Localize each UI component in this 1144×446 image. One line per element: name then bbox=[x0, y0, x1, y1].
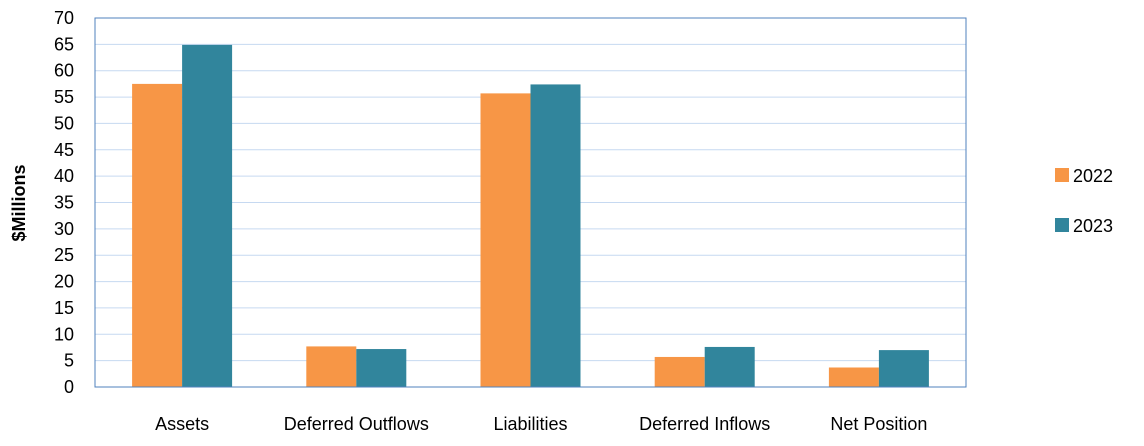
legend-swatch-2022 bbox=[1055, 168, 1069, 182]
y-tick-label: 40 bbox=[54, 166, 74, 186]
bar-2022-deferred-inflows bbox=[654, 356, 705, 387]
y-axis-ticks: 0 5 10 15 20 25 30 35 40 45 50 55 60 65 70 bbox=[54, 8, 74, 397]
y-tick-label: 30 bbox=[54, 219, 74, 239]
y-tick-label: 5 bbox=[64, 351, 74, 371]
plot-area-border bbox=[94, 17, 967, 388]
y-tick-label: 50 bbox=[54, 113, 74, 133]
x-category-label: Deferred Inflows bbox=[639, 414, 770, 434]
x-category-label: Net Position bbox=[830, 414, 927, 434]
y-tick-label: 10 bbox=[54, 324, 74, 344]
y-tick-label: 0 bbox=[64, 377, 74, 397]
y-tick-label: 70 bbox=[54, 8, 74, 28]
x-category-label: Assets bbox=[155, 414, 209, 434]
bar-2023-net-position bbox=[878, 350, 929, 387]
bar-2023-liabilities bbox=[530, 84, 581, 388]
legend-label-2023: 2023 bbox=[1073, 216, 1113, 236]
x-axis-labels: Assets Deferred Outflows Liabilities Deferr… bbox=[155, 414, 927, 434]
x-category-label: Liabilities bbox=[493, 414, 567, 434]
y-tick-label: 45 bbox=[54, 140, 74, 160]
bar-2023-deferred-inflows bbox=[704, 346, 755, 387]
bars bbox=[132, 44, 929, 388]
bar-2023-deferred-outflows bbox=[356, 349, 407, 387]
bar-2022-liabilities bbox=[480, 93, 531, 387]
legend: 2022 2023 bbox=[1055, 166, 1113, 236]
legend-label-2022: 2022 bbox=[1073, 166, 1113, 186]
y-tick-label: 65 bbox=[54, 34, 74, 54]
y-tick-label: 15 bbox=[54, 298, 74, 318]
y-tick-label: 60 bbox=[54, 61, 74, 81]
x-category-label: Deferred Outflows bbox=[284, 414, 429, 434]
y-tick-label: 20 bbox=[54, 272, 74, 292]
y-axis-title: $Millions bbox=[9, 164, 29, 241]
bar-2023-assets bbox=[182, 44, 233, 388]
bar-2022-net-position bbox=[828, 367, 879, 387]
bar-2022-deferred-outflows bbox=[306, 346, 357, 387]
y-tick-label: 35 bbox=[54, 193, 74, 213]
legend-swatch-2023 bbox=[1055, 218, 1069, 232]
bar-2022-assets bbox=[132, 83, 183, 388]
y-tick-label: 55 bbox=[54, 87, 74, 107]
y-tick-label: 25 bbox=[54, 245, 74, 265]
